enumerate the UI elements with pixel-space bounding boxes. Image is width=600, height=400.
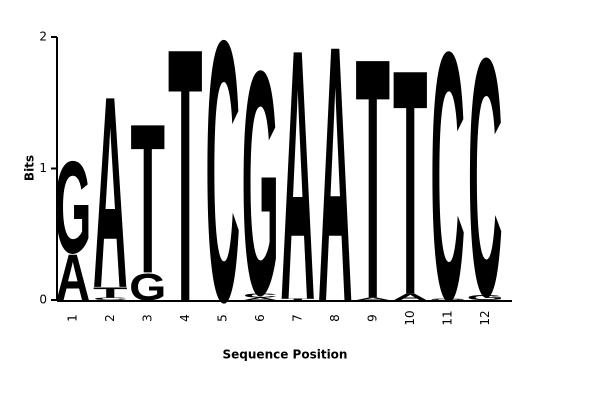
logo-letter: A — [55, 242, 90, 315]
y-tick-label: 2 — [39, 30, 47, 44]
y-axis-label: Bits — [23, 155, 37, 181]
logo-letter: A — [243, 297, 278, 301]
logo-letter: T — [393, 2, 428, 361]
logo-letter: C — [205, 0, 240, 380]
x-tick-label: 5 — [215, 314, 229, 322]
logo-letter: T — [168, 0, 203, 377]
logo-letter: T — [130, 81, 165, 319]
x-tick-label: 3 — [140, 314, 154, 322]
logo-letter: G — [129, 266, 166, 308]
logo-letter: T — [355, 0, 390, 371]
logo-letter: G — [429, 298, 466, 300]
logo-letter: A — [280, 0, 315, 376]
x-axis-label: Sequence Position — [223, 348, 348, 362]
x-tick-label: 1 — [65, 314, 79, 322]
x-tick-label: 7 — [290, 314, 304, 322]
logo-letter: G — [242, 5, 279, 362]
y-tick-label: 0 — [39, 293, 47, 307]
x-tick-label: 11 — [440, 310, 454, 325]
x-tick-label: 6 — [253, 314, 267, 322]
logo-letter: C — [430, 0, 465, 374]
logo-letter: C — [243, 293, 278, 299]
x-tick-label: 2 — [103, 314, 117, 322]
logo-letter: G — [467, 294, 504, 302]
x-tick-label: 4 — [178, 314, 192, 322]
logo-letter: A — [355, 297, 390, 301]
x-tick-label: 12 — [478, 310, 492, 325]
logo-letter: C — [93, 297, 128, 301]
logo-letter: T — [93, 284, 128, 300]
y-tick-label: 1 — [39, 161, 47, 175]
x-tick-label: 8 — [328, 314, 342, 322]
logo-letter: C — [468, 0, 503, 368]
logo-letter: T — [280, 298, 315, 300]
logo-letter: A — [93, 39, 128, 345]
logo-letter: G — [54, 133, 91, 280]
x-tick-label: 10 — [403, 310, 417, 325]
x-tick-label: 9 — [365, 314, 379, 322]
logo-letter: A — [318, 0, 353, 379]
logo-letter: A — [393, 292, 428, 302]
